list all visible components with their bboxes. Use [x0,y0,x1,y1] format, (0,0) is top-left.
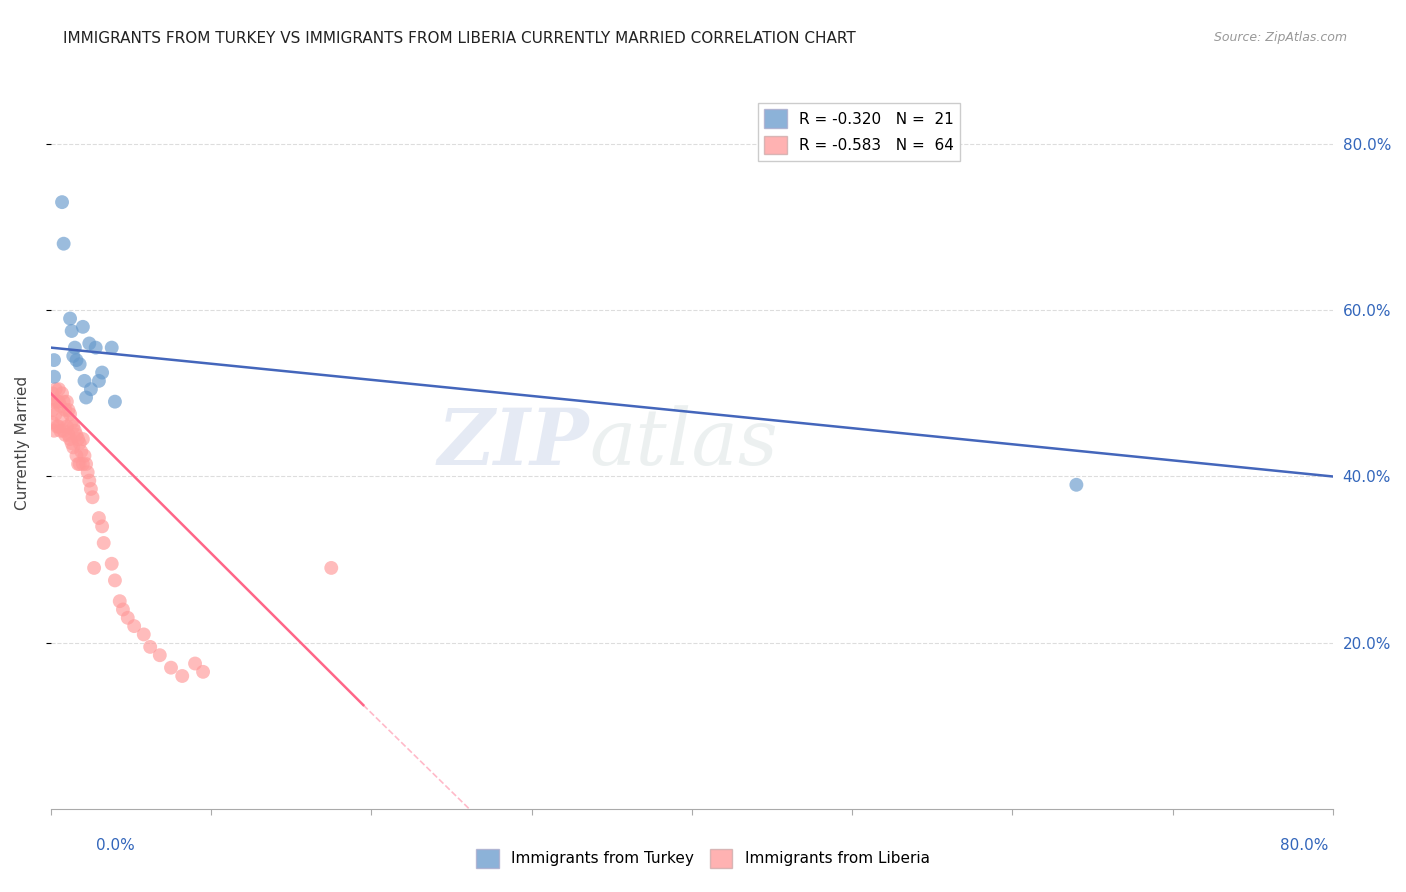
Point [79,336,101,351]
Point [139,640,162,654]
Point [42,369,65,384]
Point [59,311,82,326]
Point [67,457,90,471]
Point [59,432,82,446]
Point [62,441,84,455]
Point [49,399,72,413]
Point [51,386,73,401]
Point [1066,477,1088,491]
Point [48,394,70,409]
Point [172,669,194,683]
Point [52,424,75,438]
Point [58,403,80,417]
Point [111,602,134,616]
Point [79,474,101,488]
Point [69,457,91,471]
Point [45,407,67,421]
Point [60,416,83,430]
Point [46,419,69,434]
Point [63,424,86,438]
Point [59,407,82,421]
Point [53,403,76,417]
Point [108,594,131,608]
Point [48,419,70,434]
Point [76,466,98,480]
Point [62,419,84,434]
Point [191,665,214,679]
Point [60,436,83,450]
Point [45,382,67,396]
Point [82,490,104,504]
Point [80,482,103,496]
Point [87,511,110,525]
Text: 80.0%: 80.0% [1281,838,1329,853]
Point [160,661,183,675]
Point [104,574,127,588]
Point [149,648,172,663]
Point [58,428,80,442]
Text: ZIP: ZIP [437,405,589,482]
Point [65,449,87,463]
Point [132,627,155,641]
Point [70,444,93,458]
Point [91,366,114,380]
Point [122,619,145,633]
Text: 0.0%: 0.0% [96,838,135,853]
Point [93,536,115,550]
Point [80,382,103,396]
Point [75,391,97,405]
Point [41,416,63,430]
Point [52,394,75,409]
Point [184,657,207,671]
Point [69,357,91,371]
Point [67,432,90,446]
Point [87,374,110,388]
Point [69,436,91,450]
Text: atlas: atlas [589,405,778,482]
Point [56,394,79,409]
Point [117,611,139,625]
Point [48,382,70,396]
Point [73,374,96,388]
Point [41,386,63,401]
Text: Source: ZipAtlas.com: Source: ZipAtlas.com [1213,31,1347,45]
Point [52,236,75,251]
Point [41,403,63,417]
Point [46,394,69,409]
Point [60,324,83,338]
Point [63,341,86,355]
Point [72,457,94,471]
Point [42,394,65,409]
Y-axis label: Currently Married: Currently Married [15,376,30,510]
Point [56,419,79,434]
Point [100,341,122,355]
Legend: Immigrants from Turkey, Immigrants from Liberia: Immigrants from Turkey, Immigrants from … [470,843,936,873]
Point [72,319,94,334]
Point [62,349,84,363]
Point [53,428,76,442]
Point [84,341,107,355]
Point [75,457,97,471]
Point [104,394,127,409]
Point [42,353,65,368]
Legend: R = -0.320   N =  21, R = -0.583   N =  64: R = -0.320 N = 21, R = -0.583 N = 64 [758,103,960,161]
Point [91,519,114,533]
Point [65,428,87,442]
Point [51,411,73,425]
Point [100,557,122,571]
Point [83,561,105,575]
Point [65,353,87,368]
Text: IMMIGRANTS FROM TURKEY VS IMMIGRANTS FROM LIBERIA CURRENTLY MARRIED CORRELATION : IMMIGRANTS FROM TURKEY VS IMMIGRANTS FRO… [63,31,856,46]
Point [321,561,343,575]
Point [73,449,96,463]
Point [72,432,94,446]
Point [51,195,73,210]
Point [49,424,72,438]
Point [42,424,65,438]
